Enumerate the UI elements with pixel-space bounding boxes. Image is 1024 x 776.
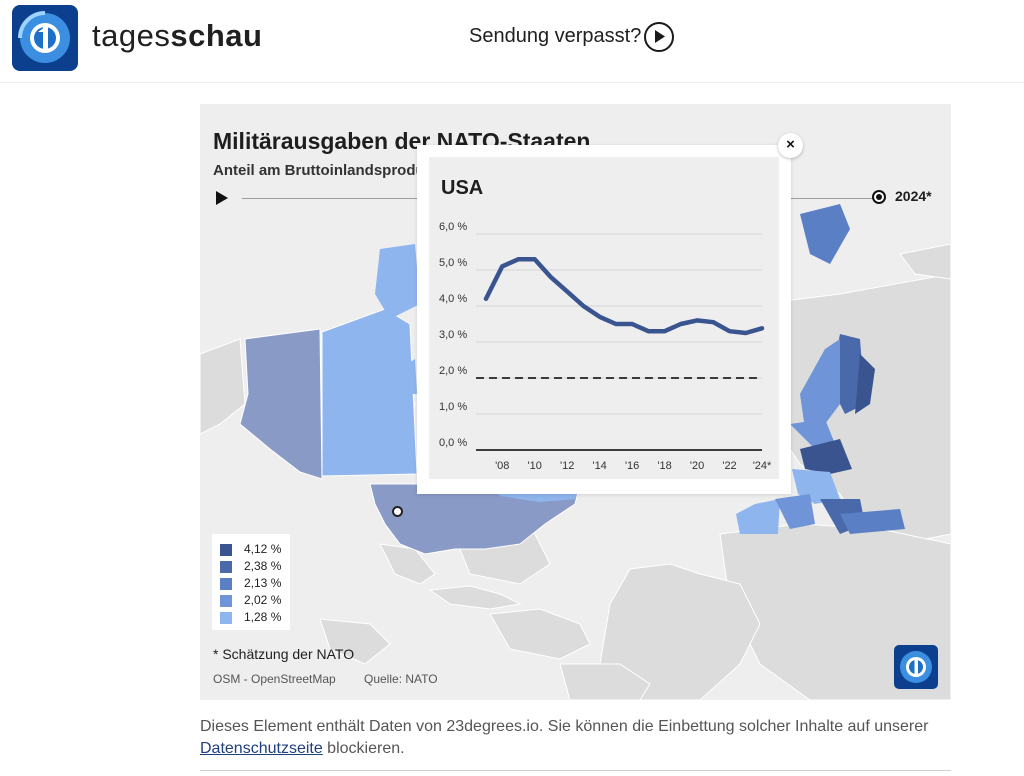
series-line [483, 256, 765, 336]
x-tick-label: '18 [657, 460, 671, 472]
popup-title: USA [441, 177, 484, 199]
y-tick-label: 4,0 % [439, 293, 467, 305]
tagesschau-logo-icon[interactable] [12, 5, 78, 71]
legend-swatch [220, 595, 232, 607]
map-legend: 4,12 % 2,38 % 2,13 % 2,02 % 1,28 % [212, 534, 290, 630]
source-credit: Quelle: NATO [364, 672, 438, 686]
timeline-play-icon[interactable] [216, 191, 228, 205]
x-tick-label: '12 [560, 460, 574, 472]
privacy-page-link[interactable]: Datenschutzseite [200, 740, 323, 757]
chart-subtitle: Anteil am Bruttoinlandsprodukt [213, 162, 438, 179]
divider [200, 770, 951, 771]
country-popup: USA 0,0 % 1,0 % 2,0 % 3,0 % 4,0 % 5,0 % 6,0 % '… [417, 145, 791, 494]
y-tick-label: 2,0 % [439, 365, 467, 377]
y-tick-label: 3,0 % [439, 329, 467, 341]
x-tick-label: '24* [753, 460, 772, 472]
usa-line-chart: 0,0 % 1,0 % 2,0 % 3,0 % 4,0 % 5,0 % 6,0 % '08 '1… [439, 221, 772, 472]
x-tick-label: '16 [625, 460, 639, 472]
timeline-year-label: 2024* [895, 188, 932, 204]
legend-swatch [220, 612, 232, 624]
tagesschau-corner-logo-icon [894, 645, 938, 689]
x-tick-label: '08 [495, 460, 509, 472]
estimate-note: * Schätzung der NATO [213, 646, 355, 662]
y-tick-label: 5,0 % [439, 257, 467, 269]
legend-swatch [220, 561, 232, 573]
x-tick-label: '10 [528, 460, 542, 472]
play-circle-icon[interactable] [644, 22, 674, 52]
popup-chart-panel: USA 0,0 % 1,0 % 2,0 % 3,0 % 4,0 % 5,0 % 6,0 % '… [429, 157, 779, 479]
x-tick-label: '22 [722, 460, 736, 472]
close-popup-button[interactable]: × [778, 133, 803, 158]
legend-swatch [220, 544, 232, 556]
usa-map-pin[interactable] [392, 506, 403, 517]
y-tick-label: 6,0 % [439, 221, 467, 233]
missed-show-link[interactable]: Sendung verpasst? [469, 25, 642, 47]
y-tick-label: 0,0 % [439, 437, 467, 449]
brand-wordmark[interactable]: tagesschau [92, 18, 263, 53]
site-header: tagesschau Sendung verpasst? [0, 0, 1024, 83]
legend-swatch [220, 578, 232, 590]
timeline-handle[interactable] [872, 190, 886, 204]
x-tick-label: '20 [690, 460, 704, 472]
y-tick-label: 1,0 % [439, 401, 467, 413]
embed-disclaimer: Dieses Element enthält Daten von 23degre… [200, 718, 929, 757]
x-tick-label: '14 [592, 460, 606, 472]
osm-credit[interactable]: OSM - OpenStreetMap [213, 672, 336, 686]
